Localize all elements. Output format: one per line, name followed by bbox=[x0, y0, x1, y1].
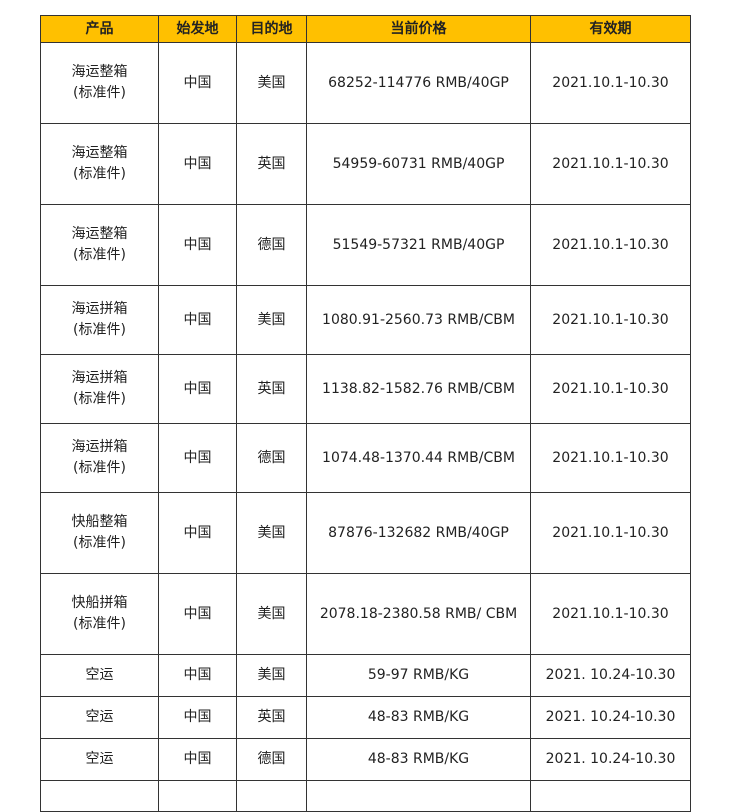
table-row: 快船拼箱 (标准件) 中国 美国 2078.18-2380.58 RMB/ CBM… bbox=[40, 573, 691, 655]
cell-product: 海运拼箱 (标准件) bbox=[40, 354, 159, 424]
product-note: (标准件) bbox=[73, 322, 126, 338]
cell-validity: 2021.10.1-10.30 bbox=[530, 42, 691, 124]
table-row: 海运拼箱 (标准件) 中国 美国 1080.91-2560.73 RMB/CBM … bbox=[40, 285, 691, 355]
cell-validity: 2021.10.1-10.30 bbox=[530, 285, 691, 355]
product-name: 快船拼箱 bbox=[71, 595, 128, 611]
cell-validity: 2021.10.1-10.30 bbox=[530, 204, 691, 286]
cell-price: 51549-57321 RMB/40GP bbox=[306, 204, 531, 286]
product-note: (标准件) bbox=[73, 166, 126, 182]
cell-origin: 中国 bbox=[158, 423, 237, 493]
table-row: 空运 中国 英国 48-83 RMB/KG 2021. 10.24-10.30 bbox=[40, 696, 691, 739]
product-note: (标准件) bbox=[73, 391, 126, 407]
cell-destination: 德国 bbox=[236, 423, 307, 493]
cell-price: 48-83 RMB/KG bbox=[306, 738, 531, 781]
cell-validity: 2021.10.1-10.30 bbox=[530, 423, 691, 493]
product-name: 海运拼箱 bbox=[71, 301, 128, 317]
cell-price: 1138.82-1582.76 RMB/CBM bbox=[306, 354, 531, 424]
cell-origin: 中国 bbox=[158, 738, 237, 781]
cell-price: 1080.91-2560.73 RMB/CBM bbox=[306, 285, 531, 355]
cell-validity: 2021. 10.24-10.30 bbox=[530, 738, 691, 781]
header-price: 当前价格 bbox=[306, 15, 531, 43]
cell-origin: 中国 bbox=[158, 123, 237, 205]
table-row-partial bbox=[40, 780, 691, 812]
header-product: 产品 bbox=[40, 15, 159, 43]
product-note: (标准件) bbox=[73, 85, 126, 101]
cell-validity: 2021.10.1-10.30 bbox=[530, 123, 691, 205]
cell-destination: 德国 bbox=[236, 204, 307, 286]
product-name: 海运整箱 bbox=[71, 226, 128, 242]
table-row: 空运 中国 德国 48-83 RMB/KG 2021. 10.24-10.30 bbox=[40, 738, 691, 781]
cell-origin: 中国 bbox=[158, 492, 237, 574]
product-note: (标准件) bbox=[73, 616, 126, 632]
cell-origin: 中国 bbox=[158, 42, 237, 124]
table-row: 海运整箱 (标准件) 中国 美国 68252-114776 RMB/40GP 20… bbox=[40, 42, 691, 124]
cell-validity: 2021. 10.24-10.30 bbox=[530, 654, 691, 697]
cell-product: 快船拼箱 (标准件) bbox=[40, 573, 159, 655]
cell-price: 68252-114776 RMB/40GP bbox=[306, 42, 531, 124]
cell-product: 海运整箱 (标准件) bbox=[40, 123, 159, 205]
cell-destination: 英国 bbox=[236, 696, 307, 739]
cell-destination: 德国 bbox=[236, 738, 307, 781]
table-row: 海运整箱 (标准件) 中国 英国 54959-60731 RMB/40GP 202… bbox=[40, 123, 691, 205]
cell-product: 空运 bbox=[40, 696, 159, 739]
cell-origin: 中国 bbox=[158, 204, 237, 286]
header-origin: 始发地 bbox=[158, 15, 237, 43]
cell-validity: 2021. 10.24-10.30 bbox=[530, 696, 691, 739]
product-note: (标准件) bbox=[73, 460, 126, 476]
cell-origin: 中国 bbox=[158, 696, 237, 739]
product-name: 海运拼箱 bbox=[71, 439, 128, 455]
freight-price-table: 产品 始发地 目的地 当前价格 有效期 海运整箱 (标准件) 中国 美国 6825… bbox=[40, 15, 691, 812]
cell-product: 快船整箱 (标准件) bbox=[40, 492, 159, 574]
cell-product: 海运拼箱 (标准件) bbox=[40, 423, 159, 493]
cell-validity: 2021.10.1-10.30 bbox=[530, 354, 691, 424]
header-destination: 目的地 bbox=[236, 15, 307, 43]
cell-destination: 美国 bbox=[236, 285, 307, 355]
header-row: 产品 始发地 目的地 当前价格 有效期 bbox=[40, 15, 691, 43]
cell-origin: 中国 bbox=[158, 573, 237, 655]
table-row: 快船整箱 (标准件) 中国 美国 87876-132682 RMB/40GP 20… bbox=[40, 492, 691, 574]
product-note: (标准件) bbox=[73, 247, 126, 263]
cell-product: 海运整箱 (标准件) bbox=[40, 42, 159, 124]
cell-price: 87876-132682 RMB/40GP bbox=[306, 492, 531, 574]
cell-origin: 中国 bbox=[158, 354, 237, 424]
table-row: 海运整箱 (标准件) 中国 德国 51549-57321 RMB/40GP 202… bbox=[40, 204, 691, 286]
cell-validity: 2021.10.1-10.30 bbox=[530, 573, 691, 655]
cell-destination: 美国 bbox=[236, 654, 307, 697]
product-name: 空运 bbox=[85, 751, 114, 767]
cell-product: 海运拼箱 (标准件) bbox=[40, 285, 159, 355]
product-name: 快船整箱 bbox=[71, 514, 128, 530]
table-row: 海运拼箱 (标准件) 中国 英国 1138.82-1582.76 RMB/CBM … bbox=[40, 354, 691, 424]
cell-product: 海运整箱 (标准件) bbox=[40, 204, 159, 286]
cell-destination: 美国 bbox=[236, 492, 307, 574]
cell-destination: 英国 bbox=[236, 354, 307, 424]
table-row: 空运 中国 美国 59-97 RMB/KG 2021. 10.24-10.30 bbox=[40, 654, 691, 697]
cell-destination: 英国 bbox=[236, 123, 307, 205]
cell-validity: 2021.10.1-10.30 bbox=[530, 492, 691, 574]
cell-product: 空运 bbox=[40, 738, 159, 781]
cell-origin: 中国 bbox=[158, 654, 237, 697]
table-row: 海运拼箱 (标准件) 中国 德国 1074.48-1370.44 RMB/CBM … bbox=[40, 423, 691, 493]
product-name: 海运拼箱 bbox=[71, 370, 128, 386]
cell-price: 59-97 RMB/KG bbox=[306, 654, 531, 697]
cell-destination: 美国 bbox=[236, 573, 307, 655]
cell-price: 2078.18-2380.58 RMB/ CBM bbox=[306, 573, 531, 655]
product-name: 空运 bbox=[85, 667, 114, 683]
product-name: 海运整箱 bbox=[71, 64, 128, 80]
cell-price: 54959-60731 RMB/40GP bbox=[306, 123, 531, 205]
product-note: (标准件) bbox=[73, 535, 126, 551]
header-validity: 有效期 bbox=[530, 15, 691, 43]
cell-price: 48-83 RMB/KG bbox=[306, 696, 531, 739]
product-name: 空运 bbox=[85, 709, 114, 725]
cell-product: 空运 bbox=[40, 654, 159, 697]
cell-price: 1074.48-1370.44 RMB/CBM bbox=[306, 423, 531, 493]
cell-destination: 美国 bbox=[236, 42, 307, 124]
cell-origin: 中国 bbox=[158, 285, 237, 355]
product-name: 海运整箱 bbox=[71, 145, 128, 161]
